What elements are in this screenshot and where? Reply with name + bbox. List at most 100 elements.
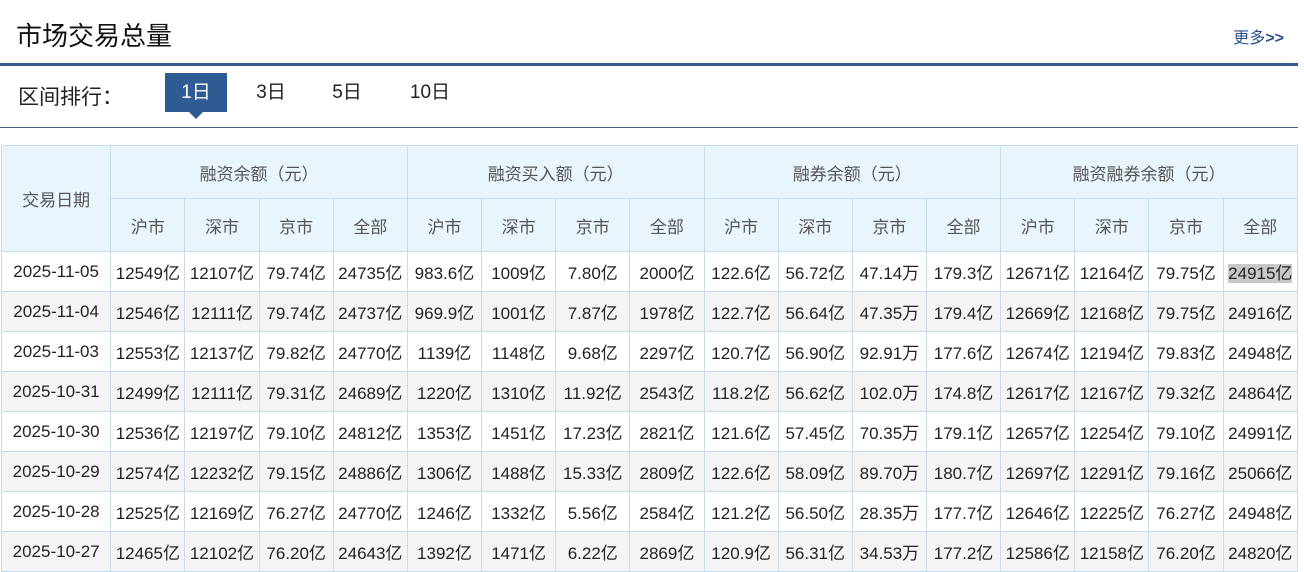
value-cell: 1306亿 — [406, 451, 483, 492]
value-cell: 12697亿 — [1000, 451, 1076, 492]
value-cell: 76.27亿 — [258, 491, 334, 532]
cell-text: 12197亿 — [189, 424, 255, 443]
cell-text: 24991亿 — [1228, 424, 1293, 443]
cell-text: 179.3亿 — [933, 264, 994, 283]
cell-text: 2025-10-27 — [12, 541, 100, 561]
value-cell: 76.20亿 — [1148, 531, 1224, 572]
cell-text: 24770亿 — [338, 504, 403, 523]
cell-text: 56.62亿 — [785, 384, 845, 403]
cell-text: 2584亿 — [639, 504, 695, 523]
value-cell: 121.6亿 — [703, 411, 779, 452]
cell-text: 76.20亿 — [266, 544, 326, 563]
cell-text: 12158亿 — [1079, 544, 1144, 563]
group-header: 融资余额（元） — [110, 145, 408, 199]
cell-text: 1471亿 — [491, 544, 547, 563]
value-cell: 70.35万 — [851, 411, 927, 452]
cell-text: 24948亿 — [1228, 504, 1293, 523]
value-cell: 180.7亿 — [925, 451, 1002, 492]
cell-text: 12586亿 — [1005, 544, 1070, 563]
value-cell: 11.92亿 — [555, 371, 631, 412]
cell-text: 2025-11-05 — [13, 261, 99, 281]
value-cell: 47.35万 — [851, 291, 927, 332]
cell-text: 24820亿 — [1228, 544, 1293, 563]
tab-5d[interactable]: 5日 — [332, 82, 362, 103]
cell-text: 2000亿 — [639, 264, 695, 283]
value-cell: 12574亿 — [110, 451, 186, 492]
value-cell: 12232亿 — [184, 451, 260, 492]
cell-text: 76.27亿 — [1156, 504, 1216, 523]
cell-text: 12617亿 — [1005, 384, 1070, 403]
cell-text: 47.35万 — [859, 304, 920, 323]
value-cell: 1220亿 — [406, 371, 483, 412]
value-cell: 7.87亿 — [555, 291, 631, 332]
value-cell: 5.56亿 — [555, 491, 631, 532]
value-cell: 12102亿 — [184, 531, 260, 572]
value-cell: 969.9亿 — [406, 291, 483, 332]
cell-text: 12669亿 — [1005, 304, 1070, 323]
value-cell: 79.10亿 — [1148, 411, 1224, 452]
cell-text: 56.31亿 — [785, 544, 845, 563]
margin-trading-table: 交易日期 融资余额（元） 融资买入额（元） 融券余额（元） 融资融券余额（元） 沪市深… — [0, 145, 1299, 572]
date-cell: 2025-10-28 — [0, 491, 112, 532]
cell-text: 12536亿 — [115, 424, 180, 443]
value-cell: 24737亿 — [332, 291, 408, 332]
cell-text: 2025-10-31 — [12, 381, 100, 401]
cell-text: 79.75亿 — [1156, 264, 1216, 283]
cell-text: 122.6亿 — [711, 464, 771, 483]
value-cell: 56.50亿 — [777, 491, 853, 532]
value-cell: 102.0万 — [851, 371, 927, 412]
cell-text: 12549亿 — [115, 264, 180, 283]
value-cell: 120.9亿 — [703, 531, 779, 572]
value-cell: 24689亿 — [332, 371, 408, 412]
value-cell: 58.09亿 — [777, 451, 853, 492]
cell-text: 1009亿 — [491, 264, 547, 283]
cell-text: 34.53万 — [859, 544, 920, 563]
value-cell: 1451亿 — [481, 411, 557, 452]
value-cell: 12137亿 — [184, 331, 260, 372]
cell-text: 12232亿 — [189, 464, 255, 483]
tab-10d[interactable]: 10日 — [409, 82, 451, 103]
value-cell: 12225亿 — [1074, 491, 1150, 532]
value-cell: 2821亿 — [629, 411, 705, 452]
cell-text: 1451亿 — [491, 424, 547, 443]
cell-text: 7.87亿 — [567, 304, 618, 323]
value-cell: 92.91万 — [851, 331, 927, 372]
cell-text: 9.68亿 — [567, 344, 618, 363]
value-cell: 2543亿 — [629, 371, 705, 412]
value-cell: 24770亿 — [332, 331, 408, 372]
cell-text: 12291亿 — [1079, 464, 1144, 483]
tab-1d[interactable]: 1日 — [165, 73, 227, 119]
date-cell: 2025-11-04 — [0, 291, 112, 332]
cell-text: 2821亿 — [639, 424, 695, 443]
cell-text: 12574亿 — [115, 464, 180, 483]
cell-text: 1353亿 — [417, 424, 472, 443]
value-cell: 179.4亿 — [925, 291, 1002, 332]
value-cell: 12111亿 — [184, 371, 260, 412]
cell-text: 2025-10-29 — [12, 461, 100, 481]
tab-3d[interactable]: 3日 — [256, 82, 286, 103]
value-cell: 12657亿 — [1000, 411, 1076, 452]
value-cell: 12158亿 — [1074, 531, 1150, 572]
value-cell: 2297亿 — [629, 331, 705, 372]
cell-text: 79.10亿 — [1156, 424, 1216, 443]
cell-text: 24643亿 — [338, 544, 403, 563]
cell-text: 12107亿 — [189, 264, 255, 283]
cell-text: 12194亿 — [1079, 344, 1144, 363]
value-cell: 79.31亿 — [258, 371, 334, 412]
cell-text: 1306亿 — [417, 464, 472, 483]
date-cell: 2025-11-03 — [0, 331, 112, 372]
value-cell: 12111亿 — [184, 291, 260, 332]
cell-text: 79.74亿 — [266, 264, 326, 283]
value-cell: 24916亿 — [1222, 291, 1299, 332]
value-cell: 12674亿 — [1000, 331, 1076, 372]
cell-text: 12674亿 — [1005, 344, 1070, 363]
value-cell: 12168亿 — [1074, 291, 1150, 332]
table-row: 2025-11-03 12553亿 12137亿 79.82亿 24770亿 1139亿 1… — [0, 331, 1299, 372]
value-cell: 12499亿 — [110, 371, 186, 412]
more-link[interactable]: 更多>> — [1233, 24, 1284, 48]
date-cell: 2025-10-31 — [0, 371, 112, 412]
more-arrows: >> — [1265, 30, 1284, 47]
cell-text: 102.0万 — [859, 384, 920, 403]
cell-text: 24916亿 — [1228, 304, 1293, 323]
cell-text: 2025-11-04 — [13, 301, 99, 321]
